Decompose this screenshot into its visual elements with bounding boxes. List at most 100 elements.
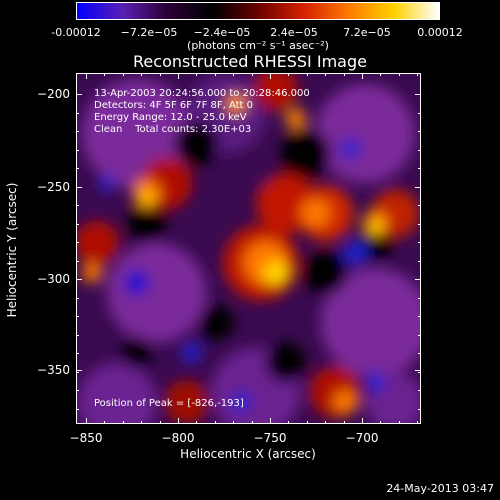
y-tick-label: −350 [37, 363, 70, 377]
info-clean-counts: Clean Total counts: 2.30E+03 [94, 124, 252, 135]
axis-tick-mark [288, 421, 289, 424]
axis-tick-mark [270, 73, 271, 79]
axis-tick-mark [76, 205, 79, 206]
axis-tick-mark [252, 421, 253, 424]
heatmap-blob [81, 262, 102, 283]
axis-tick-mark [418, 131, 421, 132]
colorbar [76, 2, 440, 20]
heatmap-blob [181, 342, 202, 363]
axis-tick-mark [325, 421, 326, 424]
axis-tick-mark [76, 353, 79, 354]
axis-tick-mark [362, 421, 363, 424]
axis-tick-mark [76, 409, 79, 410]
axis-tick-mark [76, 242, 79, 243]
datestamp: 24-May-2013 03:47 [386, 482, 494, 495]
heatmap-blob [139, 191, 154, 206]
heatmap-blob [164, 380, 209, 423]
axis-tick-mark [418, 316, 421, 317]
axis-tick-mark [76, 168, 79, 169]
heatmap-blob [280, 128, 331, 179]
heatmap-blob [365, 372, 386, 393]
info-peak-position: Position of Peak = [-826,-193] [94, 398, 244, 409]
x-tick-label: −750 [253, 431, 287, 445]
axis-tick-mark [76, 94, 79, 95]
axis-tick-mark [417, 421, 418, 424]
axis-tick-mark [76, 224, 79, 225]
heatmap-image [77, 74, 420, 423]
axis-tick-mark [76, 113, 79, 114]
axis-tick-mark [362, 73, 363, 76]
colorbar-tick: -0.00012 [51, 26, 101, 39]
heatmap-blob [263, 260, 288, 285]
axis-tick-mark [344, 73, 345, 76]
colorbar-tick: −2.4e−05 [193, 26, 251, 39]
axis-tick-mark [307, 421, 308, 424]
axis-tick-mark [418, 205, 421, 206]
axis-tick-mark [252, 73, 253, 76]
heatmap-blob [226, 93, 247, 114]
axis-tick-mark [418, 94, 421, 95]
y-axis-label: Heliocentric Y (arcsec) [5, 182, 19, 318]
heatmap-blob [343, 241, 368, 265]
colorbar-tick: 2.4e−05 [270, 26, 318, 39]
heatmap-blob [174, 121, 219, 166]
axis-tick-mark [76, 316, 79, 317]
axis-tick-mark [160, 73, 161, 76]
heatmap-blob [285, 108, 306, 129]
heatmap-blob [77, 221, 119, 265]
axis-tick-mark [233, 421, 234, 424]
heatmap-blob [340, 138, 361, 159]
axis-tick-mark [123, 421, 124, 424]
axis-tick-mark [418, 335, 421, 336]
heatmap-blob [265, 342, 306, 383]
x-tick-label: −700 [345, 431, 379, 445]
heatmap-blob [368, 221, 383, 236]
heatmap-blob [333, 390, 358, 415]
axis-tick-mark [418, 261, 421, 262]
axis-tick-mark [418, 409, 421, 410]
y-tick-label: −200 [37, 87, 70, 101]
axis-tick-mark [104, 73, 105, 76]
axis-tick-mark [76, 335, 79, 336]
colorbar-units: (photons cm⁻² s⁻¹ asec⁻²) [187, 39, 329, 52]
axis-tick-mark [141, 421, 142, 424]
axis-tick-mark [215, 421, 216, 424]
y-tick-label: −250 [37, 180, 70, 194]
axis-tick-mark [196, 421, 197, 424]
axis-tick-mark [270, 421, 271, 424]
axis-tick-mark [86, 73, 87, 79]
axis-tick-mark [123, 73, 124, 76]
x-tick-label: −800 [161, 431, 195, 445]
axis-tick-mark [418, 187, 421, 188]
heatmap-blob [126, 203, 167, 244]
axis-tick-mark [196, 73, 197, 76]
axis-tick-mark [215, 73, 216, 76]
axis-tick-mark [76, 150, 79, 151]
axis-tick-mark [178, 421, 179, 424]
heatmap-blob [120, 336, 153, 369]
axis-tick-mark [86, 73, 87, 76]
x-axis-label: Heliocentric X (arcsec) [180, 447, 316, 461]
axis-tick-mark [270, 73, 271, 76]
heatmap-blob [315, 83, 416, 184]
axis-tick-mark [141, 73, 142, 76]
y-tick-label: −300 [37, 272, 70, 286]
axis-tick-mark [233, 73, 234, 76]
axis-tick-mark [418, 168, 421, 169]
axis-tick-mark [76, 261, 79, 262]
heatmap-blob [77, 362, 157, 423]
axis-tick-mark [76, 370, 82, 371]
axis-tick-mark [418, 150, 421, 151]
axis-tick-mark [76, 187, 79, 188]
heatmap-blob [124, 270, 149, 295]
axis-tick-mark [76, 187, 82, 188]
axis-tick-mark [344, 421, 345, 424]
heatmap-blob [301, 199, 330, 228]
x-tick-label: −850 [69, 431, 103, 445]
axis-tick-mark [104, 421, 105, 424]
axis-tick-mark [325, 73, 326, 76]
axis-tick-mark [418, 298, 421, 299]
info-detectors: Detectors: 4F 5F 6F 7F 8F, Att 0 [94, 100, 254, 111]
axis-tick-mark [399, 73, 400, 76]
axis-tick-mark [288, 73, 289, 76]
